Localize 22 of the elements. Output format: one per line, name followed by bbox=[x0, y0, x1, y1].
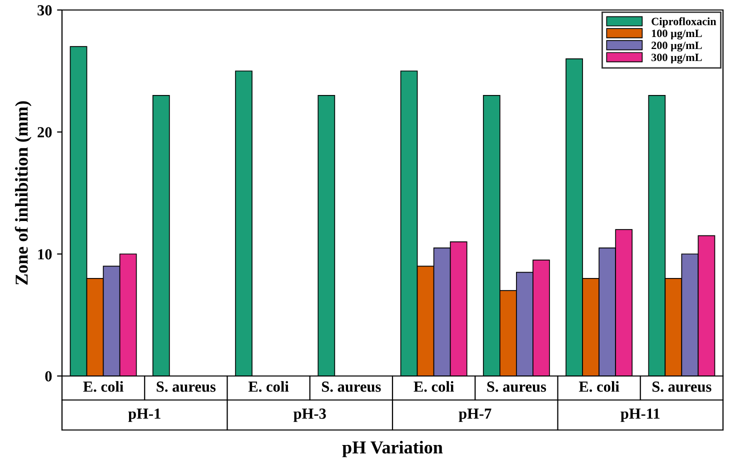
text: pH-11 bbox=[620, 408, 660, 422]
y-tick-label: 20 bbox=[38, 127, 52, 138]
x-tick-label: E. coli bbox=[248, 381, 289, 392]
y-tick-label: 0 bbox=[45, 371, 52, 382]
legend-label: 300 µg/mL bbox=[652, 54, 702, 64]
text: pH-3 bbox=[294, 408, 326, 422]
legend-label: 200 µg/mL bbox=[652, 42, 702, 52]
x-tick-label: E. coli bbox=[83, 381, 124, 392]
x-tick-label: S. aureus bbox=[156, 382, 216, 392]
x-tick-label: E. coli bbox=[578, 381, 620, 392]
legend-label: Ciprofloxacin bbox=[652, 17, 716, 28]
y-tick-label: 10 bbox=[38, 249, 52, 260]
y-axis-title: Zone of inhibition (mm) bbox=[14, 101, 32, 285]
x-tick-label: S. aureus bbox=[322, 382, 381, 392]
x-tick-label: S. aureus bbox=[652, 382, 712, 392]
text: pH-7 bbox=[458, 408, 492, 422]
x-tick-label: E. coli bbox=[414, 381, 454, 392]
x-tick-label: S. aureus bbox=[487, 382, 546, 392]
x-axis-title: pH Variation bbox=[342, 440, 443, 458]
legend-label: 100 µg/mL bbox=[652, 30, 702, 40]
y-tick-label: 30 bbox=[38, 5, 52, 16]
text: pH-1 bbox=[128, 408, 160, 422]
